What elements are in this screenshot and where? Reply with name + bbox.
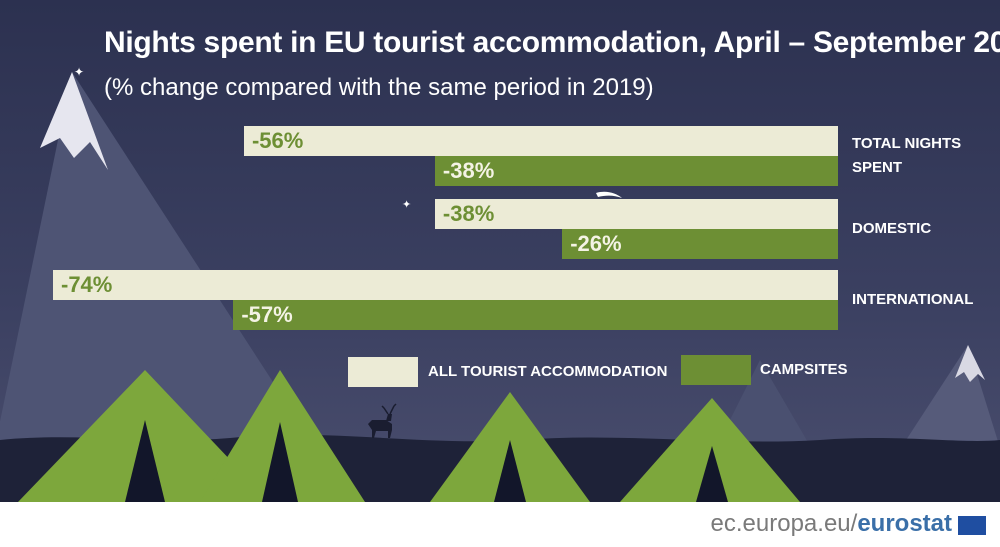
data-label: -57% (241, 302, 293, 327)
category-label: TOTAL NIGHTS SPENT (852, 135, 962, 176)
bar-campsites-1 (562, 229, 838, 259)
bar-campsites-0 (434, 156, 838, 186)
category-label: INTERNATIONAL (852, 291, 974, 308)
data-label: -26% (570, 231, 622, 256)
tent-1 (18, 370, 270, 502)
legend-swatch-campsites (681, 355, 751, 385)
legend-swatch-all-tourist (348, 357, 418, 387)
star-icon: ✦ (74, 65, 84, 79)
bar-all-tourist-2 (53, 270, 838, 300)
data-label: -38% (442, 201, 495, 226)
legend-label-campsites: CAMPSITES (760, 361, 848, 378)
tent-2 (200, 370, 365, 502)
tent-3 (430, 392, 590, 502)
category-label: DOMESTIC (852, 220, 932, 237)
deer-icon (368, 403, 397, 438)
star-icon: ✦ (402, 198, 411, 211)
mountain-snowcap (40, 72, 108, 170)
eu-flag-icon (958, 516, 986, 535)
bar-all-tourist-0 (243, 126, 838, 156)
footer: ec.europa.eu/eurostat (0, 502, 1000, 547)
moon-icon (596, 191, 622, 198)
legend-label-all-tourist: ALL TOURIST ACCOMMODATION (428, 363, 668, 380)
data-label: -74% (61, 272, 113, 297)
bar-campsites-2 (233, 300, 838, 330)
data-label: -56% (251, 128, 304, 153)
data-label: -38% (442, 158, 495, 183)
eurostat-url: ec.europa.eu/eurostat (710, 510, 952, 537)
bar-all-tourist-1 (434, 199, 838, 229)
mountain-right-snowcap (955, 345, 985, 382)
chart-title: Nights spent in EU tourist accommodation… (104, 26, 1000, 59)
chart-subtitle: (% change compared with the same period … (104, 74, 654, 101)
tent-4 (620, 398, 800, 502)
